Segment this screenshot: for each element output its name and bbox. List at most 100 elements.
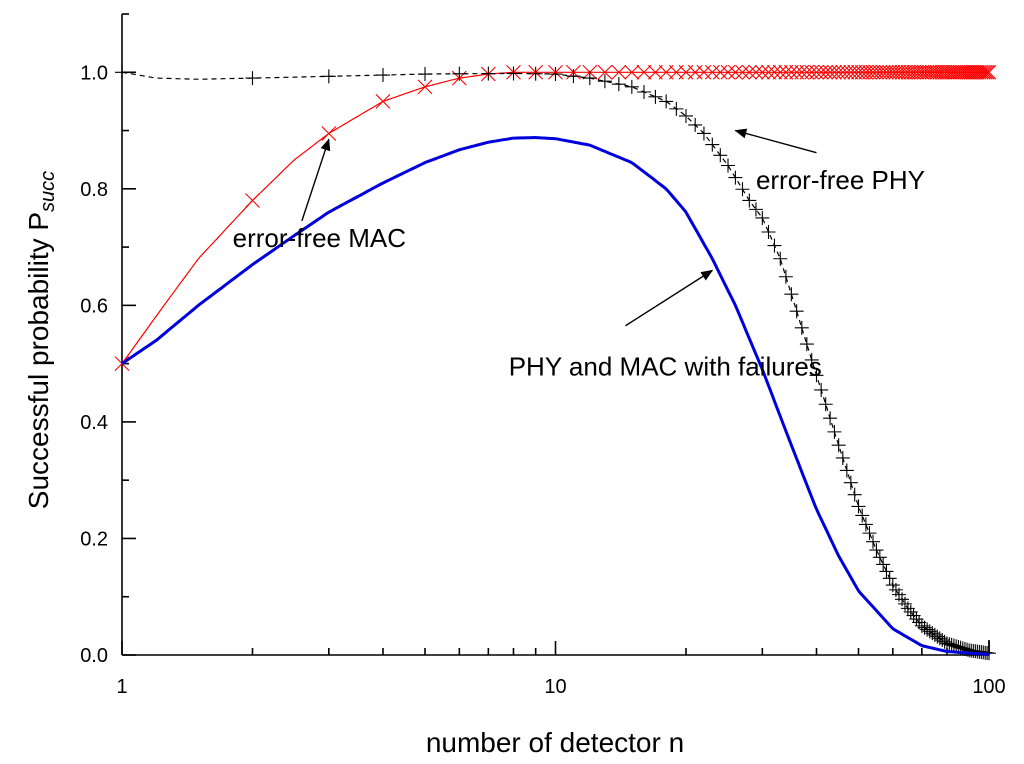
point-phy [755, 210, 770, 225]
point-phy [624, 79, 639, 94]
series-mac [114, 64, 997, 372]
point-phy [827, 424, 842, 439]
point-phy [862, 526, 877, 541]
point-mac [696, 64, 712, 80]
point-phy [872, 550, 887, 565]
point-phy [823, 411, 838, 426]
point-phy [809, 368, 824, 383]
x-tick-label: 10 [544, 676, 566, 698]
point-phy [748, 202, 763, 217]
point-phy [799, 337, 814, 352]
point-mac [961, 64, 977, 80]
point-phy [321, 69, 336, 84]
point-phy [506, 66, 521, 81]
point-mac [911, 64, 927, 80]
point-mac [704, 64, 720, 80]
y-tick-label: 0.4 [80, 412, 108, 434]
point-mac [754, 64, 770, 80]
point-mac [959, 64, 975, 80]
point-mac [741, 64, 757, 80]
point-mac [417, 79, 433, 95]
point-phy [452, 66, 467, 81]
point-mac [847, 64, 863, 80]
annotation-ann_both: PHY and MAC with failures [509, 269, 822, 381]
point-phy [418, 67, 433, 82]
point-phy [548, 67, 563, 82]
y-tick-label: 0.6 [80, 295, 108, 317]
annotation-ann_mac: error-free MAC [233, 138, 406, 253]
point-phy [688, 117, 703, 132]
point-phy [669, 101, 684, 116]
point-mac [783, 64, 799, 80]
point-phy [855, 508, 870, 523]
point-phy [528, 66, 543, 81]
point-mac [767, 64, 782, 80]
point-phy [636, 84, 651, 99]
point-mac [375, 94, 391, 109]
annotation-label: error-free MAC [233, 223, 406, 253]
y-tick-label: 1.0 [80, 62, 108, 84]
point-phy [865, 534, 880, 549]
point-mac [975, 64, 991, 80]
point-phy [735, 182, 750, 197]
point-phy [115, 65, 129, 80]
y-axis-title-main: Successful probability P [23, 212, 54, 509]
annotation-layer: error-free MAC error-free PHY PHY and MAC … [233, 128, 925, 381]
point-mac [854, 64, 870, 80]
point-mac [624, 64, 640, 80]
point-phy [789, 304, 804, 319]
point-mac [955, 64, 971, 80]
point-mac [862, 64, 877, 80]
y-tick-label: 0.0 [80, 645, 108, 667]
point-mac [827, 64, 842, 80]
point-mac [903, 64, 919, 80]
point-mac [712, 64, 728, 80]
point-phy [843, 475, 858, 490]
point-phy [858, 517, 873, 532]
point-phy [909, 612, 924, 627]
point-phy [742, 193, 757, 208]
point-phy [659, 94, 674, 109]
point-phy [818, 397, 833, 412]
point-phy [375, 68, 390, 83]
point-mac [611, 64, 627, 80]
point-mac [977, 64, 993, 80]
annotation-arrow [734, 128, 817, 154]
point-phy [835, 450, 850, 465]
point-mac [973, 64, 989, 80]
point-phy [597, 74, 612, 89]
point-phy [705, 137, 720, 152]
point-phy [245, 71, 260, 86]
point-mac [831, 64, 847, 80]
series-layer [114, 64, 997, 661]
point-mac [321, 126, 337, 141]
y-tick-label: 0.2 [80, 528, 108, 550]
point-phy [876, 557, 891, 572]
point-mac [789, 64, 805, 80]
point-mac [865, 64, 881, 80]
point-phy [713, 148, 728, 163]
point-phy [611, 77, 626, 92]
point-phy [566, 69, 581, 84]
point-phy [728, 170, 743, 185]
point-phy [839, 463, 854, 478]
annotation-arrow [625, 269, 714, 327]
point-mac [843, 64, 859, 80]
point-phy [721, 158, 736, 173]
point-mac [858, 64, 874, 80]
point-mac [981, 64, 997, 80]
point-mac [835, 64, 851, 80]
x-tick-label: 1 [116, 676, 127, 698]
y-axis-title-sub: succ [37, 171, 59, 212]
point-phy [784, 287, 799, 302]
ticks: 1 10 100 0.0 0.2 0.4 0.6 0.8 1.0 [80, 13, 1006, 698]
point-mac [720, 64, 736, 80]
series-line-mac [121, 71, 989, 364]
point-phy [900, 601, 915, 616]
point-phy [906, 608, 921, 623]
point-mac [851, 64, 866, 80]
series-line-both [121, 135, 990, 656]
point-mac [648, 64, 663, 80]
point-phy [831, 438, 846, 453]
